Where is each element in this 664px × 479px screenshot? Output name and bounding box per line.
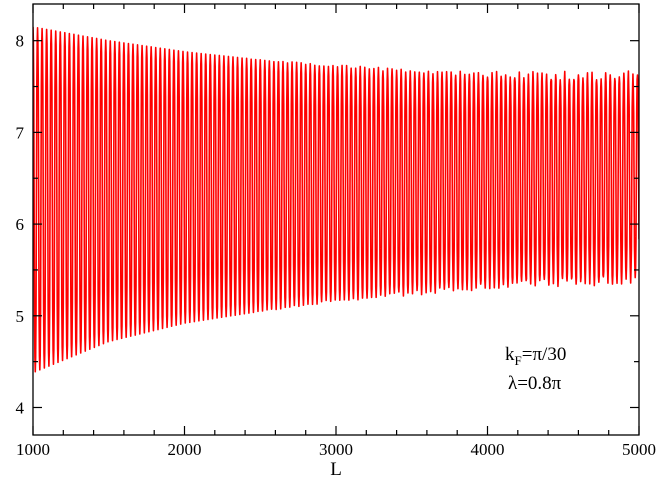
series-line — [33, 26, 639, 373]
series-layer — [33, 26, 639, 373]
x-tick-label: 2000 — [168, 440, 202, 459]
y-tick-label: 6 — [16, 215, 25, 234]
annotation-kf: kF=π/30 — [505, 344, 566, 368]
x-tick-label: 5000 — [622, 440, 656, 459]
y-tick-label: 4 — [16, 398, 25, 417]
x-tick-label: 3000 — [319, 440, 353, 459]
annotation-kf-rest: =π/30 — [522, 344, 567, 365]
x-tick-label: 1000 — [16, 440, 50, 459]
svg-text:kF=π/30: kF=π/30 — [505, 344, 566, 368]
y-tick-label: 5 — [16, 307, 25, 326]
annotation-kf-sub: F — [515, 353, 522, 368]
y-tick-label: 7 — [16, 123, 25, 142]
x-axis-title: L — [330, 459, 342, 479]
ticks-layer — [32, 4, 640, 435]
annotation-kf-main: k — [505, 344, 515, 365]
annotation-lambda: λ=0.8π — [508, 373, 562, 394]
y-tick-label: 8 — [16, 32, 25, 51]
x-tick-label: 4000 — [471, 440, 505, 459]
tick-labels: 1000 2000 3000 4000 5000 4 5 6 7 8 — [16, 32, 657, 459]
